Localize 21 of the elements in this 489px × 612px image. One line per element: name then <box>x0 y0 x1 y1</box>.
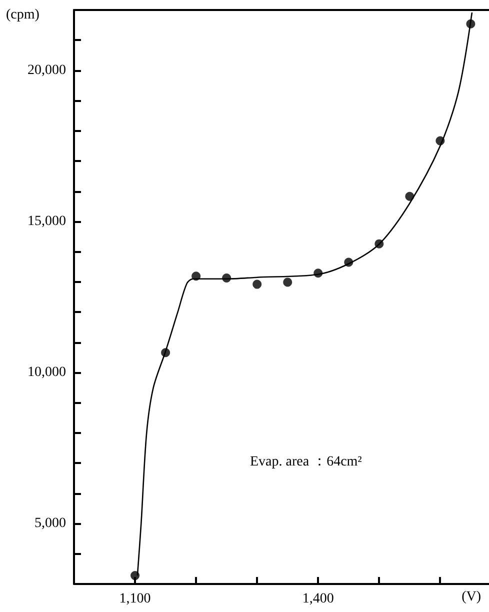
point <box>374 239 384 248</box>
point <box>344 258 354 267</box>
point <box>222 273 232 282</box>
y-axis-title: (cpm) <box>6 8 40 22</box>
point <box>283 278 292 287</box>
annotation: Evap. area ：64cm² <box>250 454 362 470</box>
point <box>130 571 140 580</box>
x-axis-title: (V) <box>462 590 482 604</box>
y-tick-label: 5,000 <box>34 516 66 532</box>
y-tick-label: 20,000 <box>28 62 66 78</box>
point <box>314 268 323 278</box>
y-tick-label: 10,000 <box>28 365 66 380</box>
point <box>252 280 262 289</box>
x-tick-label: 1,400 <box>302 592 334 606</box>
point <box>466 19 476 28</box>
point <box>161 348 170 358</box>
point <box>192 272 201 281</box>
x-tick-label: 1,100 <box>119 592 151 606</box>
y-tick-label: 15,000 <box>28 214 66 229</box>
point <box>405 192 414 201</box>
point <box>436 136 445 146</box>
